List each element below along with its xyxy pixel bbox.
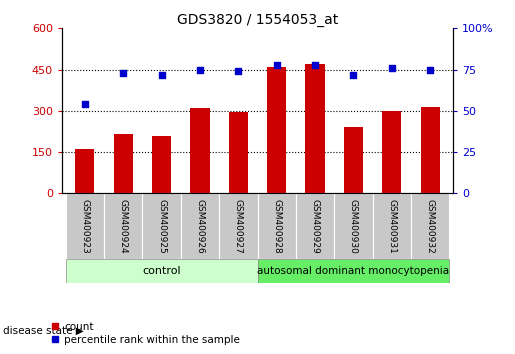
Bar bbox=[421, 107, 440, 193]
Bar bbox=[75, 149, 94, 193]
Text: control: control bbox=[142, 266, 181, 276]
Bar bbox=[344, 127, 363, 193]
Text: GSM400924: GSM400924 bbox=[118, 199, 128, 253]
Text: GSM400931: GSM400931 bbox=[387, 199, 397, 253]
Text: autosomal dominant monocytopenia: autosomal dominant monocytopenia bbox=[258, 266, 450, 276]
Point bbox=[81, 101, 89, 107]
Bar bbox=[152, 136, 171, 193]
Point bbox=[388, 65, 396, 71]
Text: GSM400927: GSM400927 bbox=[234, 199, 243, 253]
Point bbox=[272, 62, 281, 68]
Bar bbox=[65, 193, 104, 259]
Bar bbox=[191, 108, 210, 193]
Point bbox=[234, 68, 243, 74]
Point bbox=[158, 72, 166, 78]
Text: disease state ▶: disease state ▶ bbox=[3, 326, 83, 336]
Text: GSM400926: GSM400926 bbox=[195, 199, 204, 253]
Bar bbox=[229, 112, 248, 193]
Text: GSM400928: GSM400928 bbox=[272, 199, 281, 253]
Bar bbox=[104, 193, 142, 259]
Point bbox=[349, 72, 357, 78]
Bar bbox=[114, 134, 133, 193]
Bar bbox=[267, 67, 286, 193]
Point bbox=[426, 67, 434, 73]
Bar bbox=[258, 193, 296, 259]
Text: GSM400925: GSM400925 bbox=[157, 199, 166, 253]
Bar bbox=[334, 193, 373, 259]
Title: GDS3820 / 1554053_at: GDS3820 / 1554053_at bbox=[177, 13, 338, 27]
Legend: count, percentile rank within the sample: count, percentile rank within the sample bbox=[46, 317, 244, 349]
Bar bbox=[411, 193, 450, 259]
Bar bbox=[305, 64, 324, 193]
Text: GSM400930: GSM400930 bbox=[349, 199, 358, 253]
Bar bbox=[373, 193, 411, 259]
Bar bbox=[258, 259, 450, 283]
Point bbox=[196, 67, 204, 73]
Bar bbox=[382, 111, 401, 193]
Bar bbox=[142, 193, 181, 259]
Point bbox=[119, 70, 127, 76]
Bar bbox=[296, 193, 334, 259]
Point bbox=[311, 62, 319, 68]
Bar bbox=[219, 193, 258, 259]
Text: GSM400932: GSM400932 bbox=[426, 199, 435, 253]
Bar bbox=[65, 259, 258, 283]
Bar bbox=[181, 193, 219, 259]
Text: GSM400929: GSM400929 bbox=[311, 199, 320, 253]
Text: GSM400923: GSM400923 bbox=[80, 199, 89, 253]
